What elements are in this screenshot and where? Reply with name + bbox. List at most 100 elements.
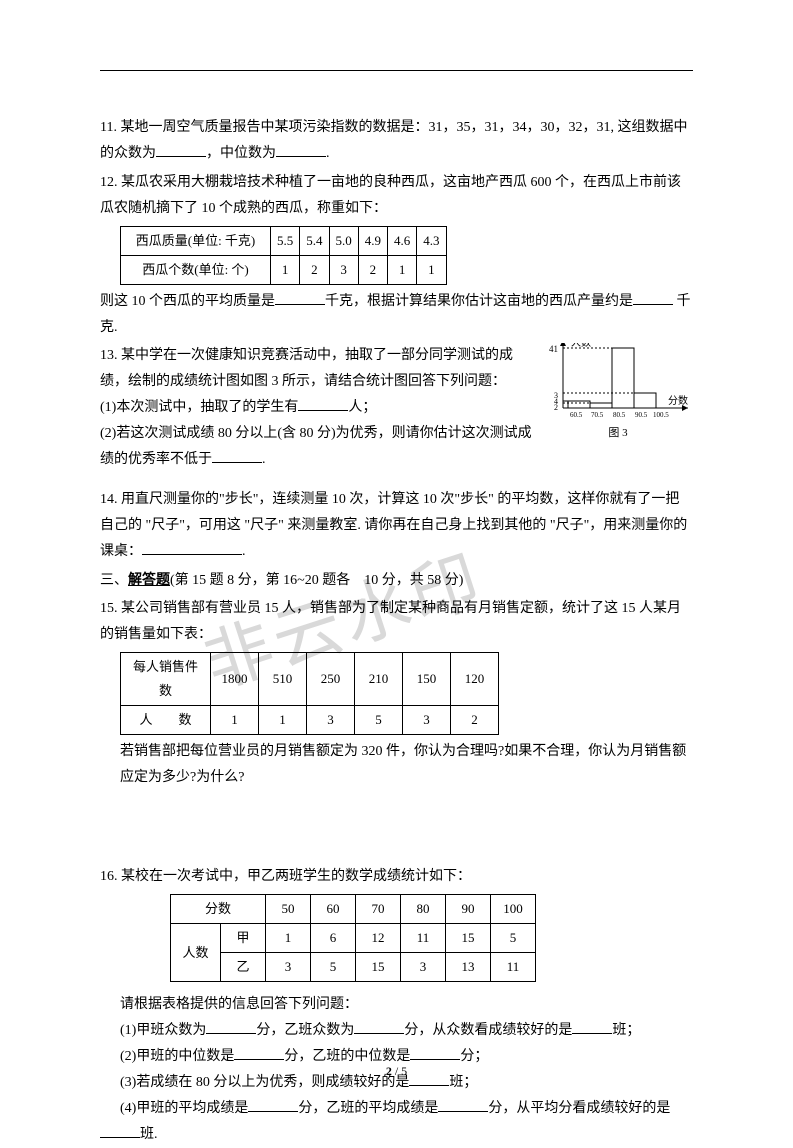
question-11: 11. 某地一周空气质量报告中某项污染指数的数据是：31，35，31，34，30…: [100, 115, 693, 167]
table-cell: 100: [491, 895, 536, 924]
svg-text:80.5: 80.5: [613, 411, 626, 419]
q16-s1c: 分，从众数看成绩较好的是: [404, 1023, 572, 1038]
table-cell: 6: [311, 924, 356, 953]
table-cell: 3: [266, 953, 311, 982]
table-cell: 1: [417, 255, 446, 284]
blank: [572, 1033, 612, 1034]
blank: [212, 462, 262, 463]
svg-text:2: 2: [554, 403, 558, 412]
blank: [276, 156, 326, 157]
table-cell: 乙: [221, 953, 266, 982]
q16-s4b: 分，乙班的平均成绩是: [298, 1101, 438, 1116]
figure-3-svg: 41 4 3 2 人数 分数 60.5 70.5 80.5 90.5 100.5: [543, 343, 693, 423]
svg-text:60.5: 60.5: [570, 411, 583, 419]
q16-s4d: 班.: [140, 1127, 158, 1142]
table-cell: 15: [446, 924, 491, 953]
q16-table: 分数 50 60 70 80 90 100 人数 甲 1 6 12 11 15 …: [170, 894, 536, 982]
table-cell: 1: [266, 924, 311, 953]
svg-text:70.5: 70.5: [591, 411, 604, 419]
table-cell: 西瓜质量(单位: 千克): [121, 226, 271, 255]
table-cell: 3: [401, 953, 446, 982]
table-cell: 5: [311, 953, 356, 982]
table-cell: 4.6: [388, 226, 417, 255]
table-cell: 13: [446, 953, 491, 982]
q12-line1: 12. 某瓜农采用大棚栽培技术种植了一亩地的良种西瓜，这亩地产西瓜 600 个，…: [100, 170, 693, 222]
question-13: 41 4 3 2 人数 分数 60.5 70.5 80.5 90.5 100.5…: [100, 343, 693, 472]
table-cell: 70: [356, 895, 401, 924]
table-cell: 分数: [171, 895, 266, 924]
svg-text:100.5: 100.5: [653, 411, 669, 419]
q13-sub1a: (1)本次测试中，抽取了的学生有: [100, 400, 298, 415]
figure-3-caption: 图 3: [543, 423, 693, 443]
table-cell: 510: [259, 653, 307, 706]
svg-text:41: 41: [549, 344, 558, 354]
table-cell: 1: [259, 706, 307, 735]
blank: [142, 554, 242, 555]
q11-text-a: 11. 某地一周空气质量报告中某项污染指数的数据是：31，35，31，34，30…: [100, 120, 687, 161]
q16-s1b: 分，乙班众数为: [256, 1023, 354, 1038]
table-cell: 80: [401, 895, 446, 924]
section-3-heading: 三、解答题(第 15 题 8 分，第 16~20 题各 10 分，共 58 分): [100, 568, 693, 594]
question-12: 12. 某瓜农采用大棚栽培技术种植了一亩地的良种西瓜，这亩地产西瓜 600 个，…: [100, 170, 693, 341]
q13-sub2b: .: [262, 452, 266, 467]
table-cell: 西瓜个数(单位: 个): [121, 255, 271, 284]
table-cell: 50: [266, 895, 311, 924]
blank: [275, 304, 325, 305]
q15-table: 每人销售件数 1800 510 250 210 150 120 人 数 1 1 …: [120, 652, 499, 735]
blank: [248, 1111, 298, 1112]
q16-s1a: (1)甲班众数为: [120, 1023, 206, 1038]
table-cell: 1800: [211, 653, 259, 706]
q13-sub2a: (2)若这次测试成绩 80 分以上(含 80 分)为优秀，则请你估计这次测试成绩…: [100, 426, 532, 467]
table-cell: 每人销售件数: [121, 653, 211, 706]
q16-prompt: 请根据表格提供的信息回答下列问题：: [100, 992, 693, 1018]
table-cell: 3: [329, 255, 358, 284]
table-cell: 250: [307, 653, 355, 706]
blank: [410, 1059, 460, 1060]
table-cell: 1: [211, 706, 259, 735]
svg-text:3: 3: [554, 391, 558, 400]
q13-sub1b: 人；: [348, 400, 376, 415]
q16-s1d: 班；: [612, 1023, 640, 1038]
question-14: 14. 用直尺测量你的"步长"，连续测量 10 次，计算这 10 次"步长" 的…: [100, 487, 693, 565]
q16-s2a: (2)甲班的中位数是: [120, 1049, 234, 1064]
q12-line2a: 则这 10 个西瓜的平均质量是: [100, 294, 275, 309]
q15-line2: 若销售部把每位营业员的月销售额定为 320 件，你认为合理吗?如果不合理，你认为…: [100, 739, 693, 791]
svg-text:90.5: 90.5: [635, 411, 648, 419]
page-content: 11. 某地一周空气质量报告中某项污染指数的数据是：31，35，31，34，30…: [100, 115, 693, 1148]
table-cell: 11: [491, 953, 536, 982]
blank: [206, 1033, 256, 1034]
table-cell: 2: [300, 255, 329, 284]
table-cell: 人数: [171, 924, 221, 982]
blank: [234, 1059, 284, 1060]
q12-table: 西瓜质量(单位: 千克) 5.5 5.4 5.0 4.9 4.6 4.3 西瓜个…: [120, 226, 447, 285]
table-cell: 12: [356, 924, 401, 953]
q16-s2b: 分，乙班的中位数是: [284, 1049, 410, 1064]
table-cell: 甲: [221, 924, 266, 953]
q16-s3a: (3)若成绩在 80 分以上为优秀，则成绩较好的是: [120, 1075, 409, 1090]
q16-s4a: (4)甲班的平均成绩是: [120, 1101, 248, 1116]
table-cell: 210: [355, 653, 403, 706]
table-cell: 4.9: [358, 226, 387, 255]
table-cell: 120: [451, 653, 499, 706]
table-cell: 5: [491, 924, 536, 953]
blank: [100, 1137, 140, 1138]
table-cell: 1: [388, 255, 417, 284]
table-cell: 2: [358, 255, 387, 284]
blank: [438, 1111, 488, 1112]
blank: [354, 1033, 404, 1034]
table-cell: 11: [401, 924, 446, 953]
svg-text:分数: 分数: [668, 394, 688, 407]
table-cell: 人 数: [121, 706, 211, 735]
table-cell: 5.4: [300, 226, 329, 255]
table-cell: 90: [446, 895, 491, 924]
table-cell: 5.0: [329, 226, 358, 255]
table-cell: 2: [451, 706, 499, 735]
table-cell: 60: [311, 895, 356, 924]
question-16: 16. 某校在一次考试中，甲乙两班学生的数学成绩统计如下： 分数 50 60 7…: [100, 864, 693, 1147]
q11-text-b: ，中位数为: [206, 146, 276, 161]
blank: [409, 1085, 449, 1086]
svg-text:人数: 人数: [571, 343, 591, 349]
table-cell: 5.5: [271, 226, 300, 255]
blank: [156, 156, 206, 157]
q11-text-c: .: [326, 146, 330, 161]
